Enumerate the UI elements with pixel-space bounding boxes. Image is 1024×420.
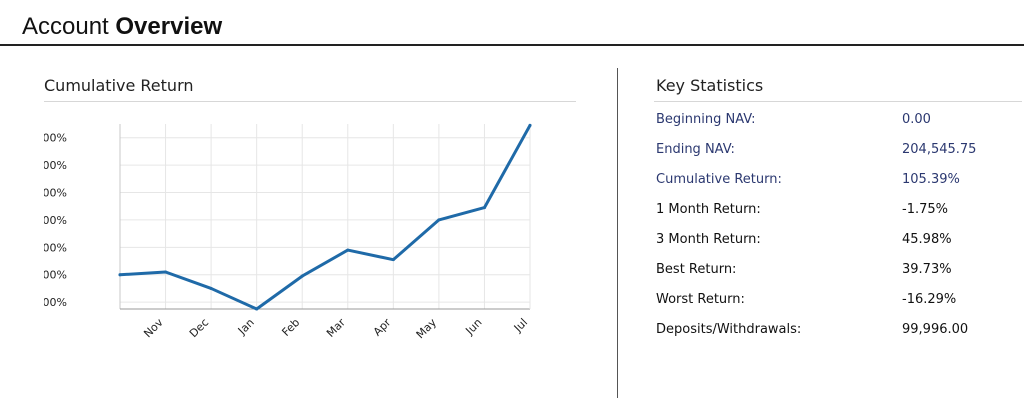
cumulative-return-chart: -20.00% 0.00% 20.00% 40.00% 60.00% 80.00% 100.… — [44, 123, 532, 342]
stat-row: Beginning NAV: 0.00 — [656, 112, 1016, 142]
stat-row: Cumulative Return: 105.39% — [656, 172, 1016, 202]
page-title-bold: Overview — [115, 13, 223, 40]
stat-label: Deposits/Withdrawals: — [656, 322, 802, 337]
stat-row: 1 Month Return: -1.75% — [656, 202, 1016, 232]
data-point — [528, 123, 532, 127]
data-point — [346, 248, 350, 252]
stat-row: 3 Month Return: 45.98% — [656, 232, 1016, 262]
data-point — [209, 286, 213, 290]
x-tick-label: Apr — [371, 316, 394, 339]
x-tick-label: Jan — [235, 316, 257, 338]
y-tick-label: 80.00% — [44, 159, 67, 172]
data-point — [255, 307, 259, 311]
x-tick-label: May — [414, 316, 440, 342]
stat-value: -1.75% — [902, 202, 948, 217]
y-tick-label: 60.00% — [44, 187, 67, 200]
cumulative-return-title-rule — [44, 101, 576, 102]
stat-value: 105.39% — [902, 172, 960, 187]
cumulative-return-panel: Cumulative Return -20.00% 0.00% 20.00% 40.0… — [44, 72, 576, 402]
stat-row: Worst Return: -16.29% — [656, 292, 1016, 322]
data-point — [482, 206, 486, 210]
x-tick-label: Jul — [511, 316, 530, 335]
y-tick-label: -20.00% — [44, 296, 67, 309]
x-tick-label: Dec — [187, 316, 211, 340]
stat-label: 1 Month Return: — [656, 202, 761, 217]
y-tick-label: 20.00% — [44, 241, 67, 254]
stat-row: Ending NAV: 204,545.75 — [656, 142, 1016, 172]
stat-label: Worst Return: — [656, 292, 745, 307]
key-statistics-title-rule — [654, 101, 1022, 102]
x-tick-label: Nov — [141, 316, 166, 341]
data-point — [118, 273, 122, 277]
stat-value: 0.00 — [902, 112, 931, 127]
page-title: Account Overview — [22, 13, 222, 41]
stat-label: 3 Month Return: — [656, 232, 761, 247]
stat-row: Deposits/Withdrawals: 99,996.00 — [656, 322, 1016, 352]
data-point — [300, 274, 304, 278]
data-point — [391, 258, 395, 262]
cumulative-return-line — [118, 123, 532, 311]
x-tick-label: Mar — [324, 316, 348, 340]
stat-value: 99,996.00 — [902, 322, 969, 337]
stat-value: 204,545.75 — [902, 142, 977, 157]
x-tick-label: Jun — [463, 316, 485, 338]
stat-value: 45.98% — [902, 232, 952, 247]
y-tick-label: 100.00% — [44, 132, 67, 145]
page-title-regular: Account — [22, 13, 109, 40]
y-tick-label: 0.00% — [44, 269, 67, 282]
key-statistics-panel: Key Statistics Beginning NAV: 0.00 Ending … — [654, 72, 1024, 372]
stat-label: Best Return: — [656, 262, 737, 277]
data-point — [164, 270, 168, 274]
panel-divider — [617, 68, 618, 398]
key-statistics-title: Key Statistics — [656, 76, 764, 95]
stat-value: -16.29% — [902, 292, 957, 307]
stat-value: 39.73% — [902, 262, 952, 277]
y-tick-label: 40.00% — [44, 214, 67, 227]
stat-row: Best Return: 39.73% — [656, 262, 1016, 292]
cumulative-return-title: Cumulative Return — [44, 76, 194, 95]
x-tick-label: Feb — [279, 316, 302, 339]
stat-label: Beginning NAV: — [656, 112, 756, 127]
page-header: Account Overview — [0, 0, 1024, 46]
data-point — [437, 218, 441, 222]
stat-label: Cumulative Return: — [656, 172, 782, 187]
stat-label: Ending NAV: — [656, 142, 735, 157]
